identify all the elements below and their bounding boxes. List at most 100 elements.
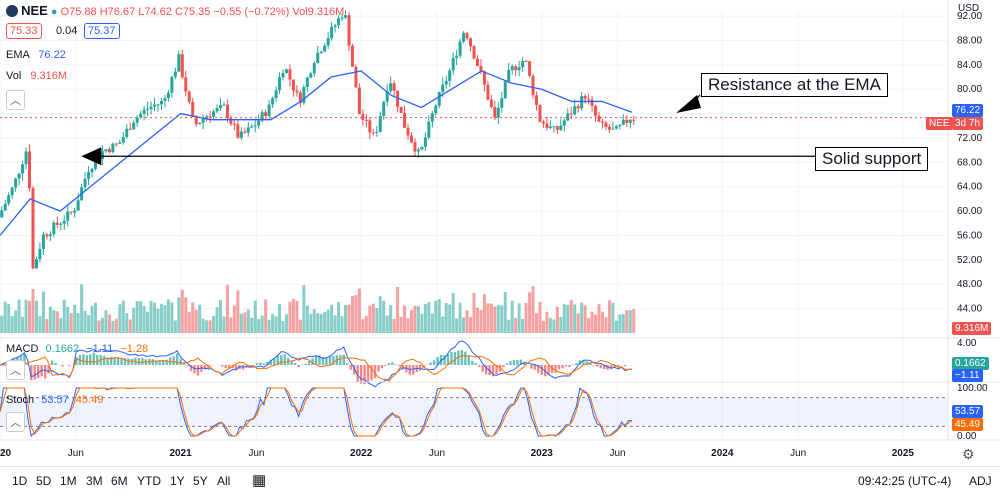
volume-bar	[469, 317, 472, 333]
volume-bar	[459, 303, 462, 333]
candle-body	[150, 107, 153, 109]
symbol-name[interactable]: NEE	[21, 3, 48, 18]
volume-bar	[35, 301, 38, 333]
ema-legend[interactable]: EMA 76.22	[6, 49, 66, 61]
volume-bar	[198, 305, 201, 333]
volume-bar	[577, 314, 580, 333]
candle-body	[497, 108, 500, 118]
candle-body	[52, 223, 55, 235]
volume-bar	[552, 319, 555, 333]
macd-histogram-bar	[256, 363, 258, 365]
volume-bar	[216, 307, 219, 333]
timeframe-1d[interactable]: 1D	[12, 474, 27, 488]
candle-body	[91, 169, 94, 172]
calendar-icon[interactable]: ▦	[252, 471, 266, 489]
stoch-legend[interactable]: Stoch 53.57 45.49	[6, 394, 103, 406]
candle-body	[63, 221, 66, 224]
macd-legend[interactable]: MACD 0.1662 −1.11 −1.28	[6, 343, 148, 355]
x-tick-label: Jun	[68, 448, 84, 459]
adj-toggle[interactable]: ADJ	[969, 474, 992, 488]
volume-bar	[122, 301, 125, 333]
candle-body	[483, 71, 486, 84]
macd-histogram-bar	[113, 358, 115, 365]
clock-time[interactable]: 09:42:25 (UTC-4)	[858, 474, 951, 488]
candle-body	[285, 69, 288, 73]
vol-legend[interactable]: Vol 9.316M	[6, 70, 67, 82]
timeframe-1m[interactable]: 1M	[60, 474, 77, 488]
stoch-legend-label: Stoch	[6, 394, 34, 406]
timeframe-5y[interactable]: 5Y	[193, 474, 208, 488]
candle-body	[354, 67, 357, 88]
timeframe-all[interactable]: All	[217, 474, 230, 488]
macd-histogram-bar	[575, 363, 577, 365]
timeframe-3m[interactable]: 3M	[86, 474, 103, 488]
timeframe-ytd[interactable]: YTD	[137, 474, 161, 488]
bid-box[interactable]: 75.33	[6, 23, 42, 39]
volume-bar	[594, 315, 597, 333]
macd-histogram-bar	[44, 365, 46, 378]
candle-body	[323, 46, 326, 52]
candle-body	[306, 78, 309, 88]
macd-histogram-bar	[179, 359, 181, 365]
volume-bar	[139, 301, 142, 333]
candle-body	[139, 114, 142, 118]
volume-bar	[407, 318, 410, 333]
volume-bar	[455, 318, 458, 333]
volume-bar	[14, 310, 17, 333]
volume-bar	[580, 303, 583, 333]
collapse-chevron-icon[interactable]: ︿	[6, 90, 25, 110]
volume-bar	[521, 319, 524, 333]
volume-bar	[268, 320, 271, 333]
timeframe-6m[interactable]: 6M	[111, 474, 128, 488]
volume-bar	[295, 301, 298, 333]
volume-bar	[323, 312, 326, 333]
macd-histogram-bar	[103, 356, 105, 365]
macd-legend-v2: −1.11	[86, 343, 113, 355]
volume-bar	[191, 302, 194, 333]
volume-bar	[212, 316, 215, 333]
candle-body	[598, 116, 601, 122]
chart-canvas[interactable]: 92.0088.0084.0080.0076.0072.0068.0064.00…	[0, 0, 1000, 466]
x-tick-label: Jun	[248, 448, 264, 459]
ask-box[interactable]: 75.37	[84, 23, 120, 39]
volume-bar	[285, 314, 288, 333]
resistance-arrowhead	[676, 95, 701, 113]
volume-bar	[528, 292, 531, 333]
stoch-collapse-icon[interactable]: ︿	[6, 412, 25, 432]
candle-body	[275, 90, 278, 98]
candle-body	[379, 116, 382, 132]
volume-bar	[115, 319, 118, 333]
timeframe-5d[interactable]: 5D	[36, 474, 51, 488]
macd-histogram-bar	[141, 358, 143, 365]
settings-gear-icon[interactable]: ⚙	[962, 446, 975, 463]
macd-histogram-bar	[624, 365, 626, 366]
candle-body	[118, 142, 121, 143]
dot-icon: ●	[51, 6, 58, 18]
volume-bar	[125, 313, 128, 333]
timeframe-1y[interactable]: 1Y	[170, 474, 185, 488]
candle-body	[170, 77, 173, 93]
candle-body	[525, 61, 528, 62]
volume-bar	[361, 319, 364, 333]
volume-bar	[466, 310, 469, 333]
candle-body	[229, 118, 232, 124]
support-annotation: Solid support	[815, 147, 928, 171]
macd-collapse-icon[interactable]: ︿	[6, 360, 25, 380]
volume-bar	[417, 306, 420, 333]
volume-bar	[77, 313, 80, 333]
volume-bar	[264, 299, 267, 333]
macd-histogram-bar	[363, 365, 365, 384]
price-tick-label: 88.00	[957, 35, 982, 46]
candle-body	[462, 33, 465, 42]
axes: 92.0088.0084.0080.0076.0072.0068.0064.00…	[0, 0, 1000, 459]
macd-legend-v1: 0.1662	[45, 343, 79, 355]
volume-bar	[386, 316, 389, 333]
vol-legend-value: 9.316M	[30, 70, 67, 82]
volume-bar	[525, 303, 528, 333]
candle-body	[577, 106, 580, 108]
currency-label[interactable]: USD	[958, 3, 979, 14]
volume-bar	[150, 301, 153, 333]
macd-histogram-bar	[131, 359, 133, 365]
volume-bar	[91, 306, 94, 333]
candle-body	[459, 42, 462, 56]
